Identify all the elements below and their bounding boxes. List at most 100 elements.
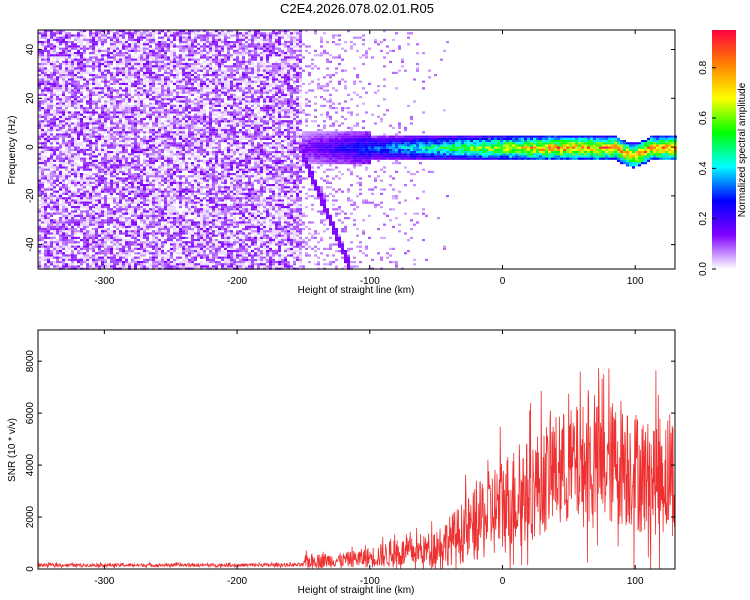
heatmap-cell [152, 186, 155, 189]
heatmap-cell [95, 243, 98, 246]
heatmap-cell [38, 175, 41, 178]
heatmap-cell [185, 85, 188, 88]
heatmap-cell [86, 133, 89, 136]
heatmap-cell [86, 89, 89, 92]
heatmap-cell [197, 140, 200, 143]
heatmap-cell [122, 195, 125, 198]
heatmap-cell [83, 228, 86, 231]
heatmap-cell [134, 111, 137, 114]
heatmap-cell [77, 47, 80, 50]
heatmap-cell [194, 126, 197, 129]
heatmap-cell [119, 67, 122, 70]
heatmap-cell [137, 148, 140, 151]
heatmap-cell [68, 195, 71, 198]
heatmap-cell [167, 201, 170, 204]
heatmap-cell [170, 126, 173, 129]
heatmap-cell [113, 124, 116, 127]
heatmap-cell [92, 210, 95, 213]
heatmap-cell [155, 148, 158, 151]
heatmap-cell [95, 258, 98, 261]
heatmap-cell [83, 162, 86, 165]
heatmap-cell [194, 91, 197, 94]
heatmap-cell [38, 41, 41, 44]
heatmap-cell [167, 74, 170, 77]
heatmap-cell [122, 256, 125, 259]
heatmap-cell [140, 104, 143, 107]
heatmap-cell [59, 232, 62, 235]
heatmap-cell [149, 175, 152, 178]
heatmap-cell [170, 45, 173, 48]
heatmap-cell [206, 54, 209, 57]
heatmap-cell [149, 34, 152, 37]
heatmap-cell [194, 234, 197, 237]
heatmap-cell [176, 137, 179, 140]
heatmap-cell [53, 151, 56, 154]
heatmap-cell [158, 102, 161, 105]
heatmap-cell [98, 107, 101, 110]
heatmap-cell [65, 76, 68, 79]
heatmap-cell [92, 129, 95, 132]
heatmap-cell [149, 195, 152, 198]
heatmap-cell [146, 179, 149, 182]
heatmap-cell [167, 236, 170, 239]
heatmap-cell [98, 265, 101, 268]
heatmap-cell [134, 131, 137, 134]
heatmap-cell [149, 208, 152, 211]
heatmap-cell [68, 65, 71, 68]
heatmap-cell [41, 236, 44, 239]
heatmap-cell [167, 192, 170, 195]
heatmap-cell [161, 63, 164, 66]
heatmap-cell [182, 225, 185, 228]
heatmap-cell [119, 104, 122, 107]
heatmap-cell [203, 91, 206, 94]
heatmap-cell [155, 124, 158, 127]
heatmap-cell [113, 164, 116, 167]
heatmap-cell [191, 170, 194, 173]
heatmap-cell [89, 265, 92, 268]
heatmap-cell [113, 115, 116, 118]
heatmap-cell [59, 43, 62, 46]
heatmap-cell [68, 142, 71, 145]
heatmap-cell [128, 155, 131, 158]
heatmap-cell [188, 54, 191, 57]
heatmap-cell [44, 159, 47, 162]
heatmap-cell [38, 43, 41, 46]
heatmap-cell [134, 71, 137, 74]
heatmap-cell [50, 208, 53, 211]
heatmap-cell [41, 232, 44, 235]
heatmap-cell [89, 82, 92, 85]
heatmap-cell [56, 118, 59, 121]
heatmap-cell [128, 122, 131, 125]
heatmap-cell [149, 93, 152, 96]
heatmap-cell [83, 219, 86, 222]
heatmap-cell [110, 137, 113, 140]
heatmap-cell [200, 254, 203, 257]
heatmap-cell [155, 225, 158, 228]
heatmap-cell [47, 175, 50, 178]
heatmap-cell [119, 221, 122, 224]
heatmap-cell [104, 63, 107, 66]
heatmap-cell [203, 223, 206, 226]
heatmap-cell [101, 258, 104, 261]
heatmap-cell [83, 197, 86, 200]
heatmap-cell [116, 36, 119, 39]
heatmap-cell [164, 69, 167, 72]
heatmap-cell [101, 135, 104, 138]
heatmap-cell [101, 43, 104, 46]
heatmap-cell [113, 223, 116, 226]
heatmap-cell [164, 203, 167, 206]
heatmap-cell [161, 197, 164, 200]
heatmap-cell [77, 184, 80, 187]
heatmap-cell [74, 221, 77, 224]
heatmap-cell [158, 250, 161, 253]
heatmap-cell [53, 225, 56, 228]
heatmap-cell [152, 192, 155, 195]
heatmap-cell [179, 104, 182, 107]
heatmap-cell [116, 157, 119, 160]
heatmap-cell [134, 256, 137, 259]
heatmap-cell [146, 41, 149, 44]
heatmap-cell [140, 58, 143, 61]
heatmap-cell [95, 30, 98, 33]
heatmap-cell [41, 69, 44, 72]
heatmap-cell [113, 173, 116, 176]
